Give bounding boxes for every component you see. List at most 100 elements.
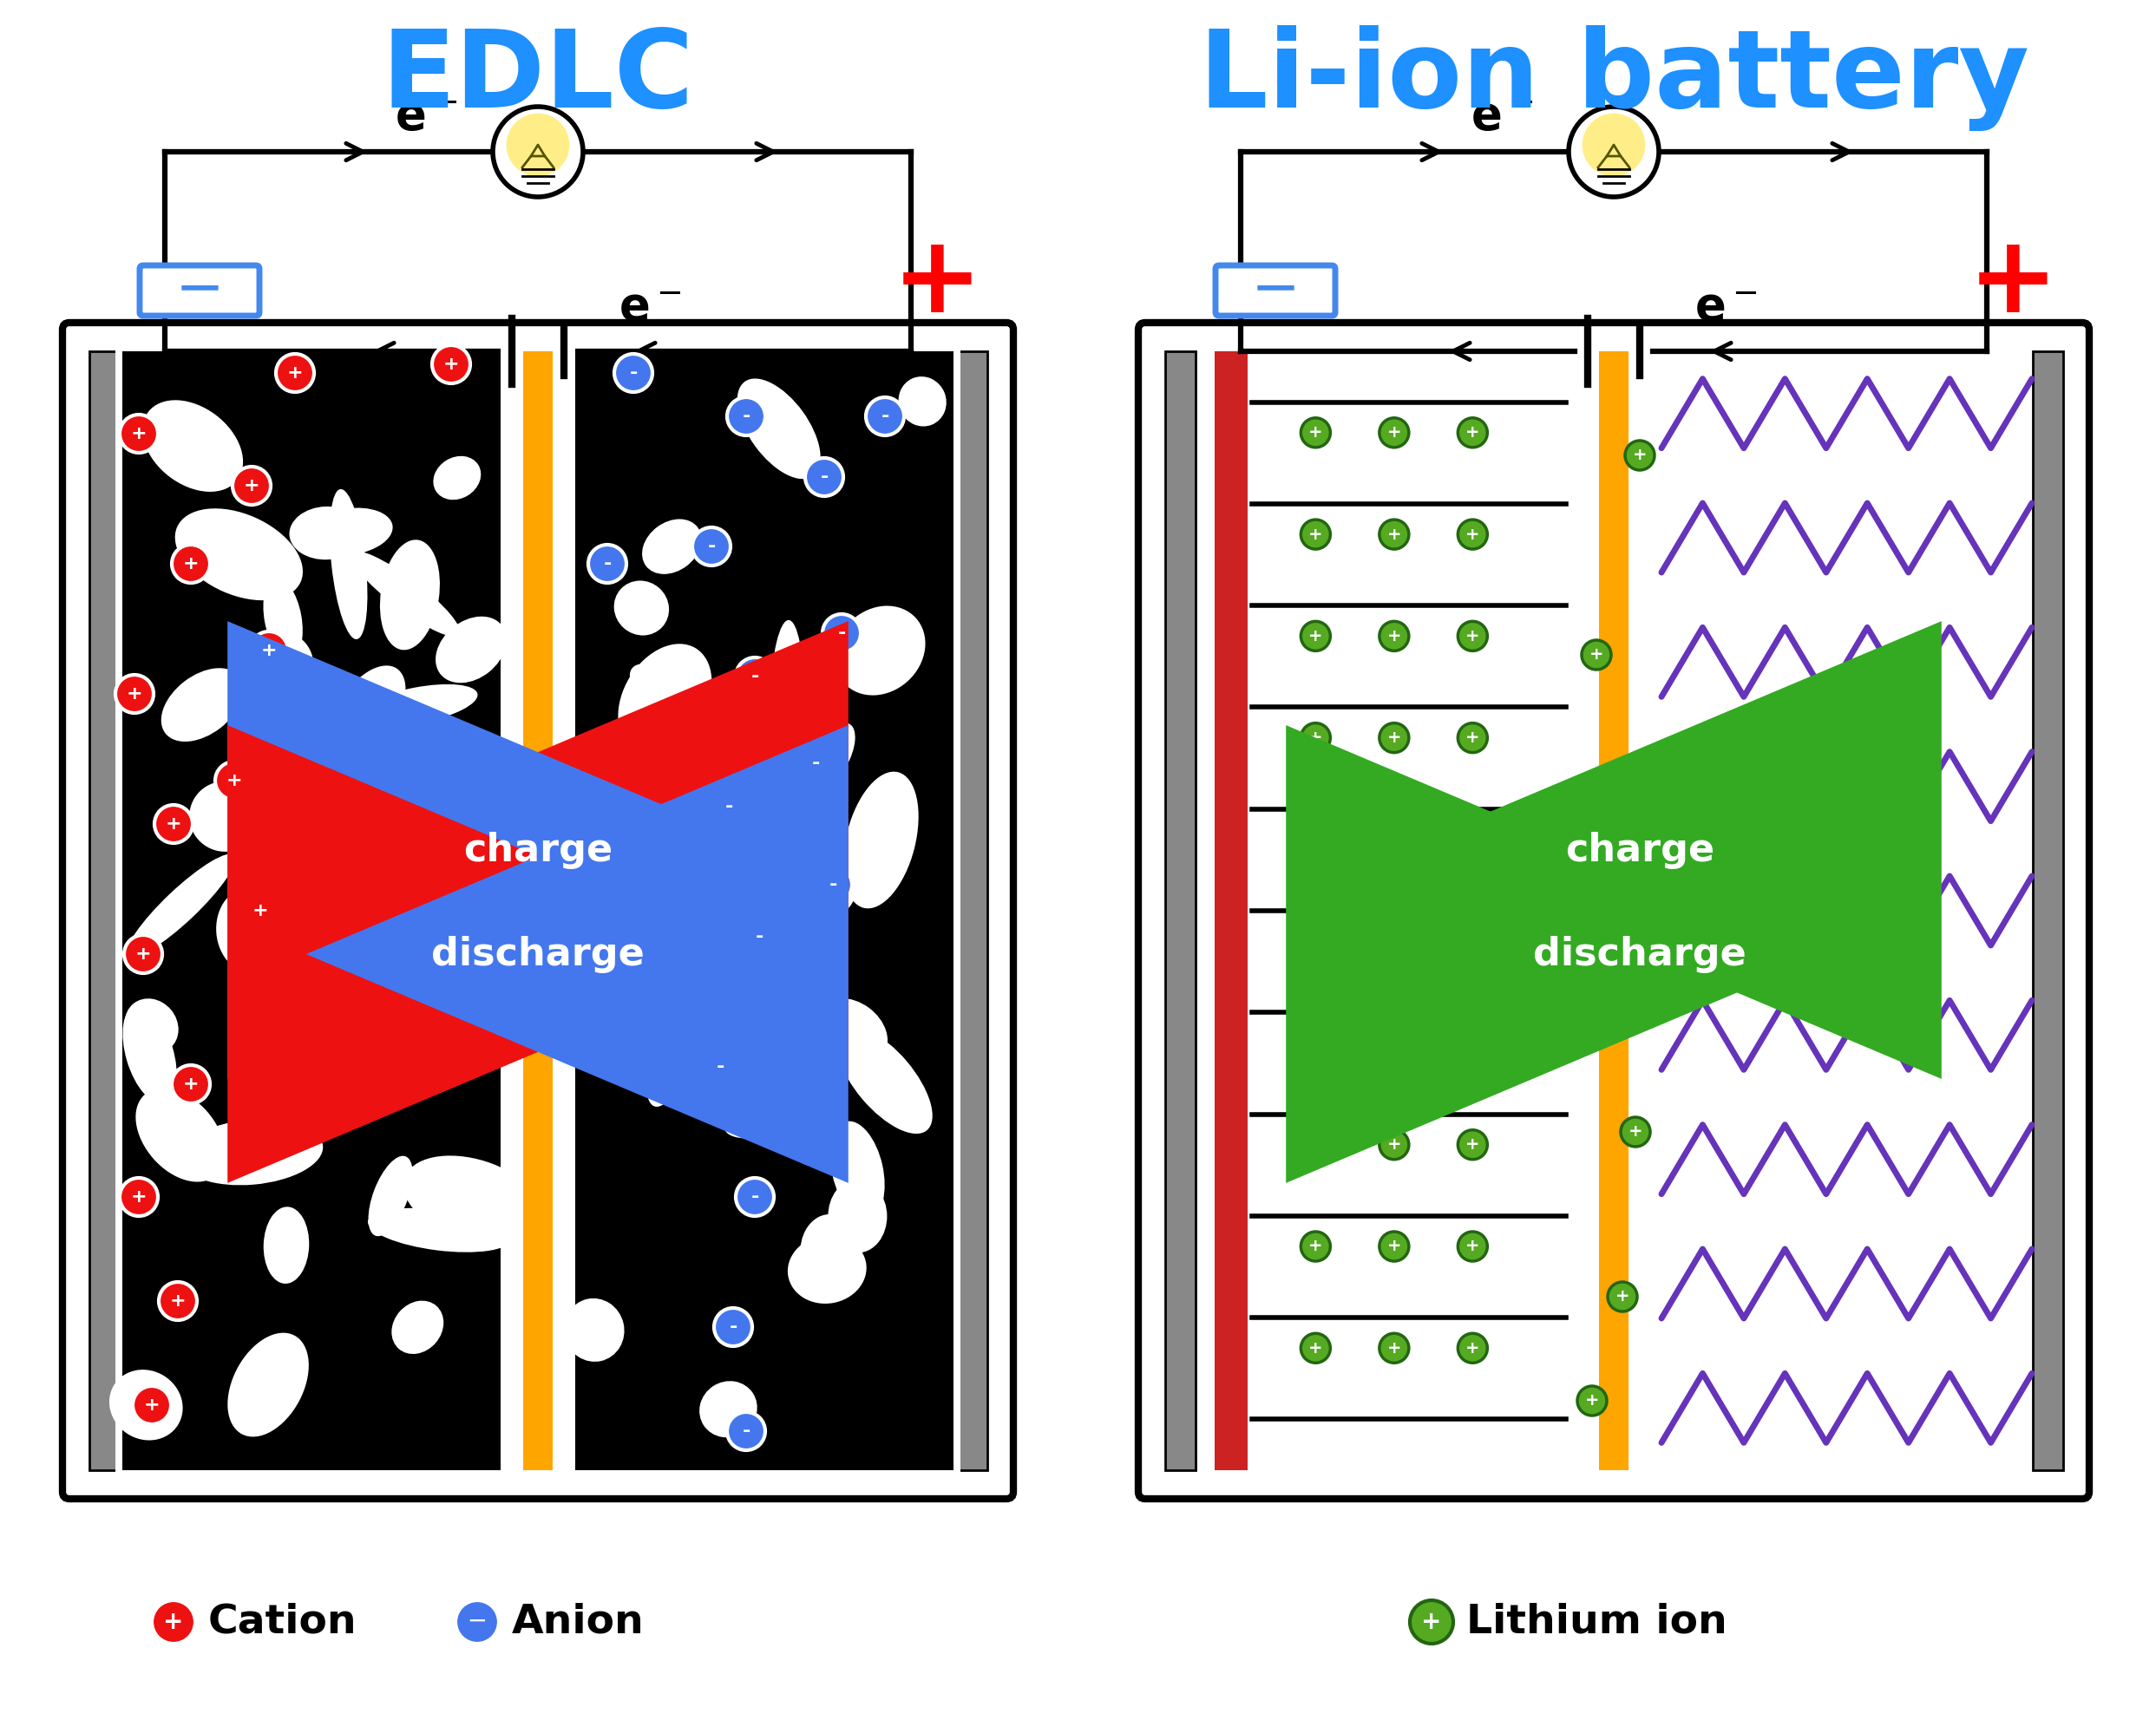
Ellipse shape xyxy=(175,508,302,600)
Ellipse shape xyxy=(263,1206,308,1284)
Text: Lithium ion: Lithium ion xyxy=(1466,1603,1727,1641)
Ellipse shape xyxy=(216,887,285,974)
Bar xyxy=(573,352,955,1470)
Circle shape xyxy=(250,631,289,669)
Text: +: + xyxy=(1466,730,1479,745)
Text: +: + xyxy=(1466,1237,1479,1255)
Circle shape xyxy=(1300,927,1330,957)
Circle shape xyxy=(1380,1130,1408,1159)
Ellipse shape xyxy=(647,1019,690,1107)
Text: ─: ─ xyxy=(1257,262,1294,319)
Circle shape xyxy=(1457,622,1488,652)
Text: +: + xyxy=(1309,1340,1324,1357)
Text: -: - xyxy=(630,364,638,381)
Text: +: + xyxy=(166,815,181,832)
Circle shape xyxy=(735,657,774,695)
Circle shape xyxy=(125,936,162,974)
Circle shape xyxy=(1300,1028,1330,1057)
Text: +: + xyxy=(127,685,142,702)
Circle shape xyxy=(276,354,315,392)
Circle shape xyxy=(692,527,731,565)
Ellipse shape xyxy=(282,910,336,958)
Ellipse shape xyxy=(625,908,705,1028)
Bar xyxy=(116,347,123,1475)
Circle shape xyxy=(1578,1386,1606,1416)
Text: +: + xyxy=(1615,1288,1630,1305)
Text: +: + xyxy=(1968,229,2059,334)
Circle shape xyxy=(1570,107,1658,198)
Ellipse shape xyxy=(308,508,392,555)
Text: +: + xyxy=(1386,627,1401,645)
Circle shape xyxy=(116,674,153,712)
Text: -: - xyxy=(755,929,763,946)
Circle shape xyxy=(1380,1333,1408,1362)
Text: charge: charge xyxy=(1565,832,1714,868)
Ellipse shape xyxy=(595,778,662,865)
Circle shape xyxy=(1410,1600,1453,1643)
Ellipse shape xyxy=(136,1088,224,1182)
Ellipse shape xyxy=(412,1016,461,1066)
Ellipse shape xyxy=(770,620,804,776)
Circle shape xyxy=(1457,723,1488,752)
Circle shape xyxy=(1621,1118,1649,1147)
Text: Cation: Cation xyxy=(209,1603,358,1641)
Ellipse shape xyxy=(162,669,244,742)
Ellipse shape xyxy=(142,400,244,492)
Circle shape xyxy=(155,804,192,842)
Circle shape xyxy=(134,1386,170,1425)
Ellipse shape xyxy=(190,782,261,851)
Text: +: + xyxy=(1386,1340,1401,1357)
FancyBboxPatch shape xyxy=(63,322,1013,1499)
Circle shape xyxy=(1380,927,1408,957)
Text: +: + xyxy=(1386,1035,1401,1052)
Text: +: + xyxy=(1466,527,1479,542)
Circle shape xyxy=(1380,723,1408,752)
Circle shape xyxy=(1608,1282,1636,1312)
Circle shape xyxy=(867,397,903,435)
Circle shape xyxy=(1300,1130,1330,1159)
Text: +: + xyxy=(1386,832,1401,847)
Text: EDLC: EDLC xyxy=(382,26,694,130)
Text: -: - xyxy=(837,624,845,641)
Text: discharge: discharge xyxy=(431,936,645,972)
Ellipse shape xyxy=(737,378,821,478)
Circle shape xyxy=(701,1048,740,1087)
Text: +: + xyxy=(252,903,267,920)
Ellipse shape xyxy=(789,868,858,927)
Circle shape xyxy=(172,1066,209,1104)
Circle shape xyxy=(1457,825,1488,854)
Text: +: + xyxy=(893,229,983,334)
Circle shape xyxy=(1457,520,1488,549)
Text: +: + xyxy=(1309,832,1324,847)
Text: +: + xyxy=(1309,1237,1324,1255)
Bar xyxy=(1214,352,1248,1470)
Text: -: - xyxy=(742,407,750,425)
Text: +: + xyxy=(144,1397,160,1414)
Text: +: + xyxy=(1466,627,1479,645)
Ellipse shape xyxy=(830,1121,884,1220)
Bar xyxy=(1164,352,1197,1470)
Ellipse shape xyxy=(379,539,440,650)
Text: ─: ─ xyxy=(470,1610,485,1634)
Text: +: + xyxy=(1632,447,1647,464)
Text: +: + xyxy=(1466,1137,1479,1152)
Text: +: + xyxy=(1386,730,1401,745)
Circle shape xyxy=(216,761,254,799)
Circle shape xyxy=(455,1600,498,1643)
Circle shape xyxy=(1457,1232,1488,1262)
Text: -: - xyxy=(819,468,828,485)
Text: +: + xyxy=(287,364,304,381)
Text: +: + xyxy=(1386,1237,1401,1255)
Text: +: + xyxy=(261,641,276,659)
Text: -: - xyxy=(750,1189,759,1206)
Text: ─: ─ xyxy=(181,262,218,319)
Circle shape xyxy=(1457,418,1488,447)
Circle shape xyxy=(1626,440,1654,470)
Ellipse shape xyxy=(731,816,780,866)
Text: +: + xyxy=(1628,1123,1643,1140)
Circle shape xyxy=(735,1178,774,1217)
Circle shape xyxy=(1457,927,1488,957)
Circle shape xyxy=(1300,723,1330,752)
Ellipse shape xyxy=(727,872,832,984)
Text: +: + xyxy=(1309,932,1324,950)
